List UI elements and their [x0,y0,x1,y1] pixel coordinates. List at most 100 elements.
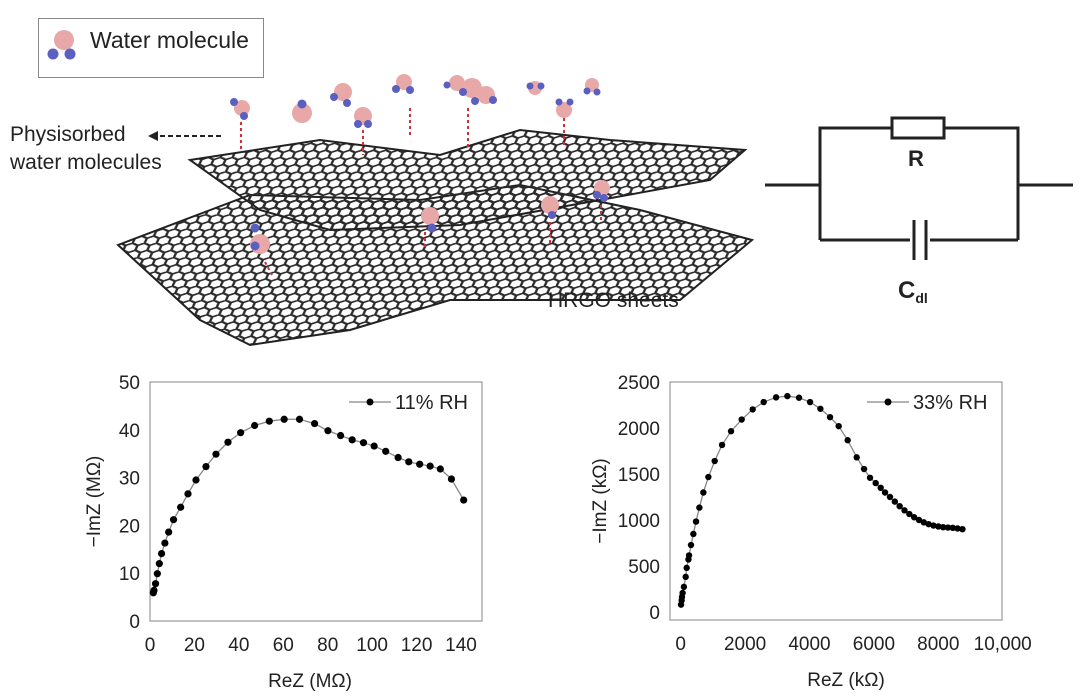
legend-label: 11% RH [395,392,468,414]
data-point [687,541,695,549]
resistor-symbol [890,116,946,140]
data-point [153,570,161,578]
data-point [844,437,851,444]
x-tick-label: 0 [145,635,156,656]
data-point [405,458,413,466]
y-tick-label: 10 [119,564,140,585]
hrgo-sheets-illustration [116,74,755,347]
data-point [251,421,259,430]
data-point [696,504,703,511]
y-tick-label: 500 [628,557,660,578]
data-point [685,552,693,559]
data-point [151,580,160,588]
data-point [795,394,803,401]
data-point [692,518,700,525]
data-point [416,460,424,468]
x-tick-label: 140 [445,635,477,656]
data-point [324,427,332,435]
data-point [336,431,345,440]
data-point [760,398,767,406]
data-point [853,454,860,461]
data-point [426,462,434,470]
data-point [212,450,220,458]
x-tick-label: 4000 [788,634,830,655]
data-point [679,589,686,597]
y-tick-label: 40 [119,421,140,442]
x-tick-label: 0 [675,634,686,655]
y-tick-label: 1500 [618,465,660,486]
data-point [682,573,689,581]
hbond-lines [240,108,602,276]
data-point [280,415,288,423]
data-point [177,503,185,511]
data-point [738,416,745,423]
data-point [920,519,928,526]
y-axis-label: −ImZ (MΩ) [84,456,105,548]
data-point [370,442,378,450]
x-tick-label: 80 [317,635,338,656]
x-tick-label: 100 [356,635,388,656]
water-molecule-icon [47,30,76,60]
data-point [959,526,966,533]
data-point [944,524,952,531]
y-tick-label: 1000 [618,511,660,532]
capacitor-subscript: dl [915,290,927,306]
data-point [901,507,908,514]
y-tick-label: 50 [119,373,140,394]
data-point [192,476,200,484]
x-tick-label: 8000 [917,634,959,655]
data-point [161,539,169,547]
data-point [202,463,210,471]
data-point [784,392,791,400]
data-point [711,457,718,465]
y-tick-label: 30 [119,469,140,490]
y-tick-label: 0 [649,603,660,624]
data-point [891,498,899,505]
equivalent-circuit: R Cdl [765,116,1073,306]
data-point [394,453,402,462]
data-point [157,550,166,558]
data-point [806,398,814,406]
legend-marker [366,398,374,406]
physisorbed-arrow [148,131,222,141]
y-tick-label: 2500 [618,373,660,394]
x-tick-label: 120 [401,635,433,656]
y-tick-label: 2000 [618,419,660,440]
data-point [886,493,894,501]
data-point [150,586,158,595]
data-point [295,415,304,423]
data-point [700,489,707,496]
data-point [925,520,932,528]
y-axis-label: −ImZ (kΩ) [590,458,611,543]
data-point [772,394,780,401]
plot-frame [669,381,1003,621]
data-point [915,516,923,524]
data-point [881,489,889,496]
data-point [237,429,245,437]
physisorbed-label-line2: water molecules [10,151,162,174]
data-point [680,583,688,591]
data-point [382,447,390,455]
data-point [311,419,319,428]
resistor-label: R [908,146,924,171]
x-tick-label: 2000 [724,634,766,655]
data-point [447,475,456,483]
series-line [680,395,963,605]
data-point [877,484,884,491]
hrgo-sheets-label: HRGO sheets [548,289,679,312]
data-point [169,516,178,524]
physisorbed-label-line1: Physisorbed [10,123,126,146]
upper-sheet [187,128,748,232]
data-point [265,417,273,425]
data-point [359,439,368,447]
data-point [939,523,947,531]
capacitor-label: C [898,277,915,304]
data-point [826,413,834,421]
nyquist-chart-33rh: 0 500 1000 1500 2000 2500 0 2000 4000 6000 8000 10,… [590,373,1032,691]
data-point [817,405,824,412]
data-point [954,525,961,532]
x-tick-label: 6000 [853,634,895,655]
data-point [896,503,903,510]
data-point [683,564,690,572]
data-point [872,479,879,487]
